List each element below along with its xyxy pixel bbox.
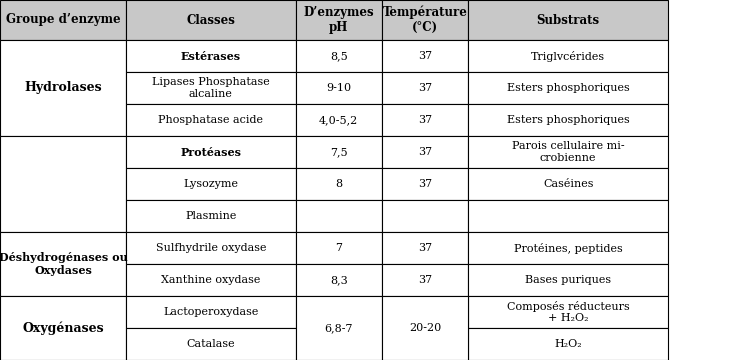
Text: 20-20: 20-20 bbox=[409, 323, 441, 333]
Bar bbox=[468, 200, 668, 232]
Bar bbox=[382, 232, 468, 264]
Bar bbox=[468, 72, 668, 104]
Text: 37: 37 bbox=[418, 243, 432, 253]
Bar bbox=[382, 264, 468, 296]
Bar bbox=[382, 168, 468, 200]
Bar bbox=[468, 232, 668, 264]
Text: H₂O₂: H₂O₂ bbox=[554, 339, 582, 349]
Text: 37: 37 bbox=[418, 147, 432, 157]
Bar bbox=[296, 200, 382, 232]
Text: Parois cellulaire mi-
crobienne: Parois cellulaire mi- crobienne bbox=[512, 141, 624, 163]
Text: Xanthine oxydase: Xanthine oxydase bbox=[161, 275, 261, 285]
Text: D’enzymes
pH: D’enzymes pH bbox=[304, 6, 374, 34]
Bar bbox=[468, 104, 668, 136]
Text: Bases puriques: Bases puriques bbox=[525, 275, 611, 285]
Text: Esters phosphoriques: Esters phosphoriques bbox=[507, 83, 629, 93]
Bar bbox=[382, 72, 468, 104]
Text: 4,0-5,2: 4,0-5,2 bbox=[319, 115, 359, 125]
Bar bbox=[0, 136, 126, 232]
Text: Groupe d’enzyme: Groupe d’enzyme bbox=[6, 13, 120, 27]
Text: Substrats: Substrats bbox=[537, 13, 599, 27]
Text: 37: 37 bbox=[418, 275, 432, 285]
Text: 8: 8 bbox=[335, 179, 342, 189]
Bar bbox=[0, 40, 126, 136]
Bar bbox=[468, 296, 668, 328]
Bar bbox=[296, 72, 382, 104]
Text: Lipases Phosphatase
alcaline: Lipases Phosphatase alcaline bbox=[152, 77, 270, 99]
Bar bbox=[126, 136, 296, 168]
Bar bbox=[296, 232, 382, 264]
Text: 6,8-7: 6,8-7 bbox=[325, 323, 353, 333]
Bar bbox=[126, 328, 296, 360]
Bar bbox=[468, 0, 668, 40]
Bar bbox=[382, 200, 468, 232]
Bar bbox=[468, 168, 668, 200]
Text: Oxygénases: Oxygénases bbox=[23, 321, 104, 335]
Bar bbox=[468, 328, 668, 360]
Text: Composés réducteurs
+ H₂O₂: Composés réducteurs + H₂O₂ bbox=[507, 301, 629, 323]
Text: Esters phosphoriques: Esters phosphoriques bbox=[507, 115, 629, 125]
Bar bbox=[126, 0, 296, 40]
Bar bbox=[382, 0, 468, 40]
Bar bbox=[126, 200, 296, 232]
Text: Catalase: Catalase bbox=[186, 339, 235, 349]
Bar bbox=[126, 40, 296, 72]
Bar bbox=[0, 0, 126, 40]
Bar bbox=[468, 40, 668, 72]
Text: 37: 37 bbox=[418, 179, 432, 189]
Text: 8,3: 8,3 bbox=[330, 275, 347, 285]
Text: Caséines: Caséines bbox=[543, 179, 593, 189]
Text: 37: 37 bbox=[418, 83, 432, 93]
Text: 37: 37 bbox=[418, 51, 432, 61]
Bar bbox=[296, 0, 382, 40]
Bar bbox=[126, 232, 296, 264]
Bar bbox=[126, 168, 296, 200]
Text: 7,5: 7,5 bbox=[330, 147, 347, 157]
Text: Triglvcérides: Triglvcérides bbox=[531, 50, 605, 62]
Bar bbox=[126, 104, 296, 136]
Bar bbox=[0, 232, 126, 296]
Bar bbox=[382, 40, 468, 72]
Bar bbox=[126, 296, 296, 328]
Bar bbox=[0, 296, 126, 360]
Text: Déshydrogénases ou
Oxydases: Déshydrogénases ou Oxydases bbox=[0, 252, 128, 276]
Bar bbox=[296, 168, 382, 200]
Bar bbox=[126, 264, 296, 296]
Text: Lactoperoxydase: Lactoperoxydase bbox=[163, 307, 259, 317]
Bar bbox=[468, 264, 668, 296]
Text: Protéases: Protéases bbox=[180, 147, 241, 158]
Bar bbox=[126, 72, 296, 104]
Text: Hydrolases: Hydrolases bbox=[24, 81, 102, 94]
Text: 8,5: 8,5 bbox=[330, 51, 347, 61]
Bar bbox=[296, 296, 382, 360]
Text: Plasmine: Plasmine bbox=[185, 211, 237, 221]
Text: 37: 37 bbox=[418, 115, 432, 125]
Bar bbox=[296, 264, 382, 296]
Text: Phosphatase acide: Phosphatase acide bbox=[159, 115, 263, 125]
Text: 9-10: 9-10 bbox=[326, 83, 351, 93]
Text: Classes: Classes bbox=[186, 13, 235, 27]
Text: Température
(°C): Température (°C) bbox=[383, 6, 468, 34]
Bar bbox=[468, 136, 668, 168]
Bar bbox=[382, 104, 468, 136]
Bar bbox=[296, 104, 382, 136]
Bar bbox=[296, 40, 382, 72]
Text: Sulfhydrile oxydase: Sulfhydrile oxydase bbox=[156, 243, 266, 253]
Bar bbox=[296, 136, 382, 168]
Bar bbox=[382, 136, 468, 168]
Text: Lysozyme: Lysozyme bbox=[183, 179, 238, 189]
Text: Estérases: Estérases bbox=[181, 50, 241, 62]
Text: 7: 7 bbox=[335, 243, 342, 253]
Text: Protéines, peptides: Protéines, peptides bbox=[514, 243, 623, 253]
Bar bbox=[382, 296, 468, 360]
